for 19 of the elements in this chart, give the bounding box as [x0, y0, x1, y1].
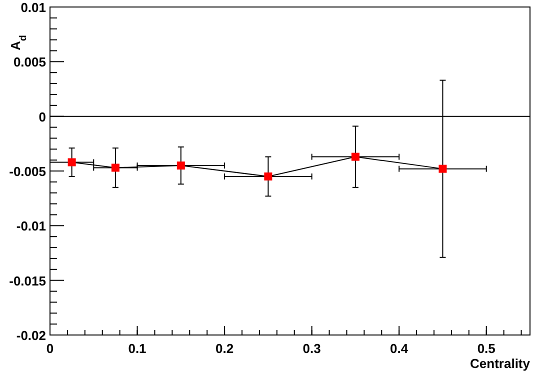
y-tick-label: -0.01 — [16, 218, 46, 234]
point — [438, 164, 447, 173]
point — [351, 152, 360, 161]
x-tick-label: 0.1 — [128, 341, 146, 356]
x-tick-label: 0.2 — [216, 341, 234, 356]
point — [264, 172, 272, 180]
point — [68, 158, 76, 166]
point — [176, 162, 185, 170]
y-tick-label: -0.015 — [9, 273, 46, 288]
y-tick-label: -0.02 — [16, 328, 46, 343]
x-axis-title: Centrality — [470, 356, 531, 371]
y-tick-label: -0.005 — [9, 164, 46, 179]
point — [111, 164, 120, 172]
x-tick-label: 0.3 — [302, 341, 321, 356]
y-tick-label: 0.005 — [13, 54, 46, 70]
x-tick-label: 0.5 — [477, 341, 496, 356]
y-tick-label: 0.01 — [20, 0, 46, 15]
x-tick-label: 0.4 — [390, 341, 409, 356]
y-tick-label: 0 — [38, 109, 46, 124]
